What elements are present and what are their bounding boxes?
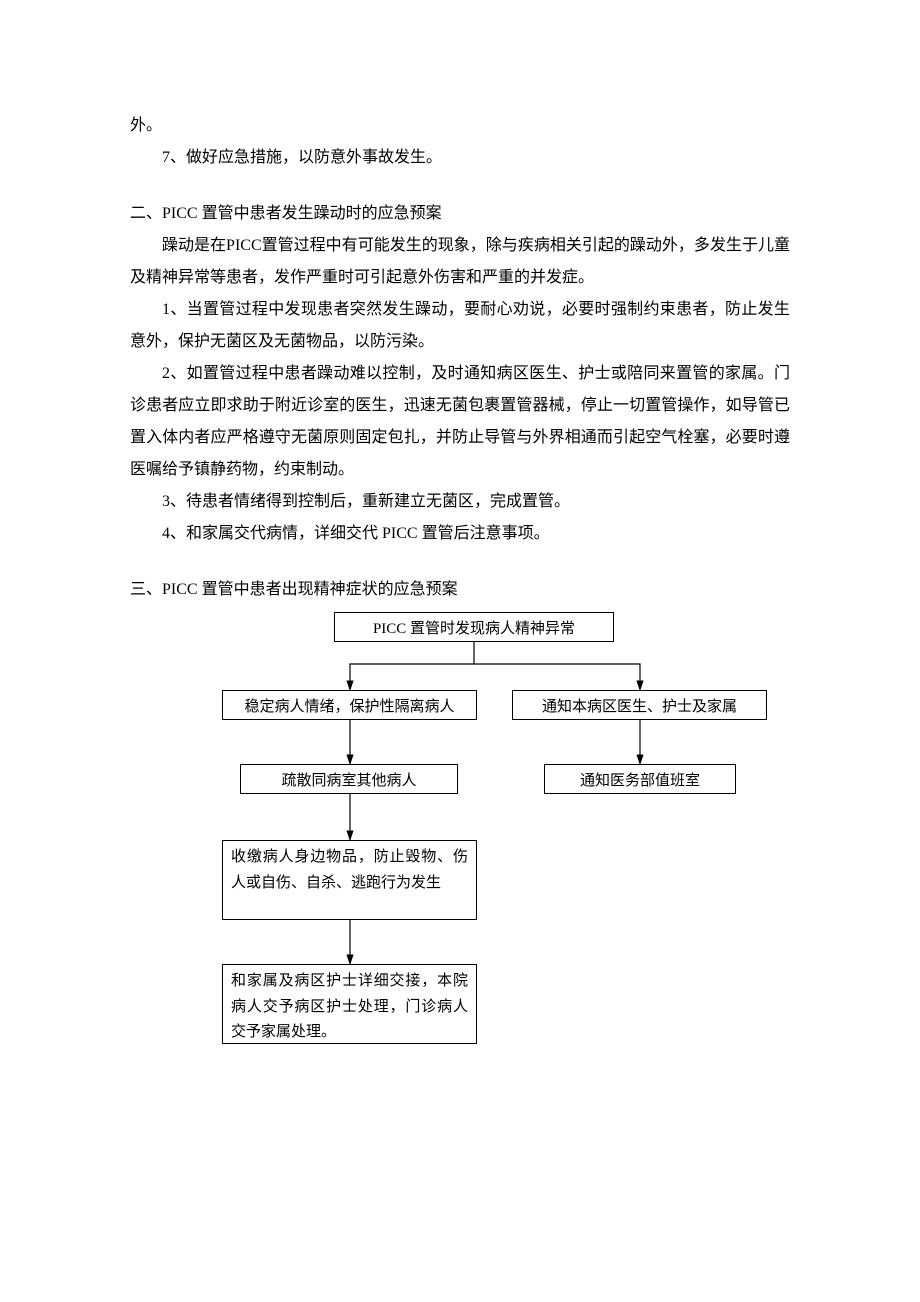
node-right1: 通知本病区医生、护士及家属: [512, 690, 767, 720]
node-right2: 通知医务部值班室: [544, 764, 736, 794]
list-item-2-2: 2、如置管过程中患者躁动难以控制，及时通知病区医生、护士或陪同来置管的家属。门诊…: [130, 358, 790, 486]
edge: [350, 664, 474, 690]
paragraph-2-intro: 躁动是在PICC置管过程中有可能发生的现象，除与疾病相关引起的躁动外，多发生于儿…: [130, 230, 790, 294]
flowchart: PICC 置管时发现病人精神异常 稳定病人情绪，保护性隔离病人 通知本病区医生、…: [130, 612, 790, 1112]
list-item-2-1: 1、当置管过程中发现患者突然发生躁动，要耐心劝说，必要时强制约束患者，防止发生意…: [130, 294, 790, 358]
node-top: PICC 置管时发现病人精神异常: [334, 612, 614, 642]
edge: [474, 664, 640, 690]
node-left3: 收缴病人身边物品，防止毁物、伤人或自伤、自杀、逃跑行为发生: [222, 840, 477, 920]
node-left4: 和家属及病区护士详细交接，本院病人交予病区护士处理，门诊病人交予家属处理。: [222, 964, 477, 1044]
paragraph-fragment: 外。: [130, 110, 790, 142]
node-left2: 疏散同病室其他病人: [240, 764, 458, 794]
node-left1: 稳定病人情绪，保护性隔离病人: [222, 690, 477, 720]
list-item-2-4: 4、和家属交代病情，详细交代 PICC 置管后注意事项。: [130, 518, 790, 550]
heading-3: 三、PICC 置管中患者出现精神症状的应急预案: [130, 574, 790, 606]
list-item-2-3: 3、待患者情绪得到控制后，重新建立无菌区，完成置管。: [130, 486, 790, 518]
list-item-7: 7、做好应急措施，以防意外事故发生。: [130, 142, 790, 174]
heading-2: 二、PICC 置管中患者发生躁动时的应急预案: [130, 198, 790, 230]
